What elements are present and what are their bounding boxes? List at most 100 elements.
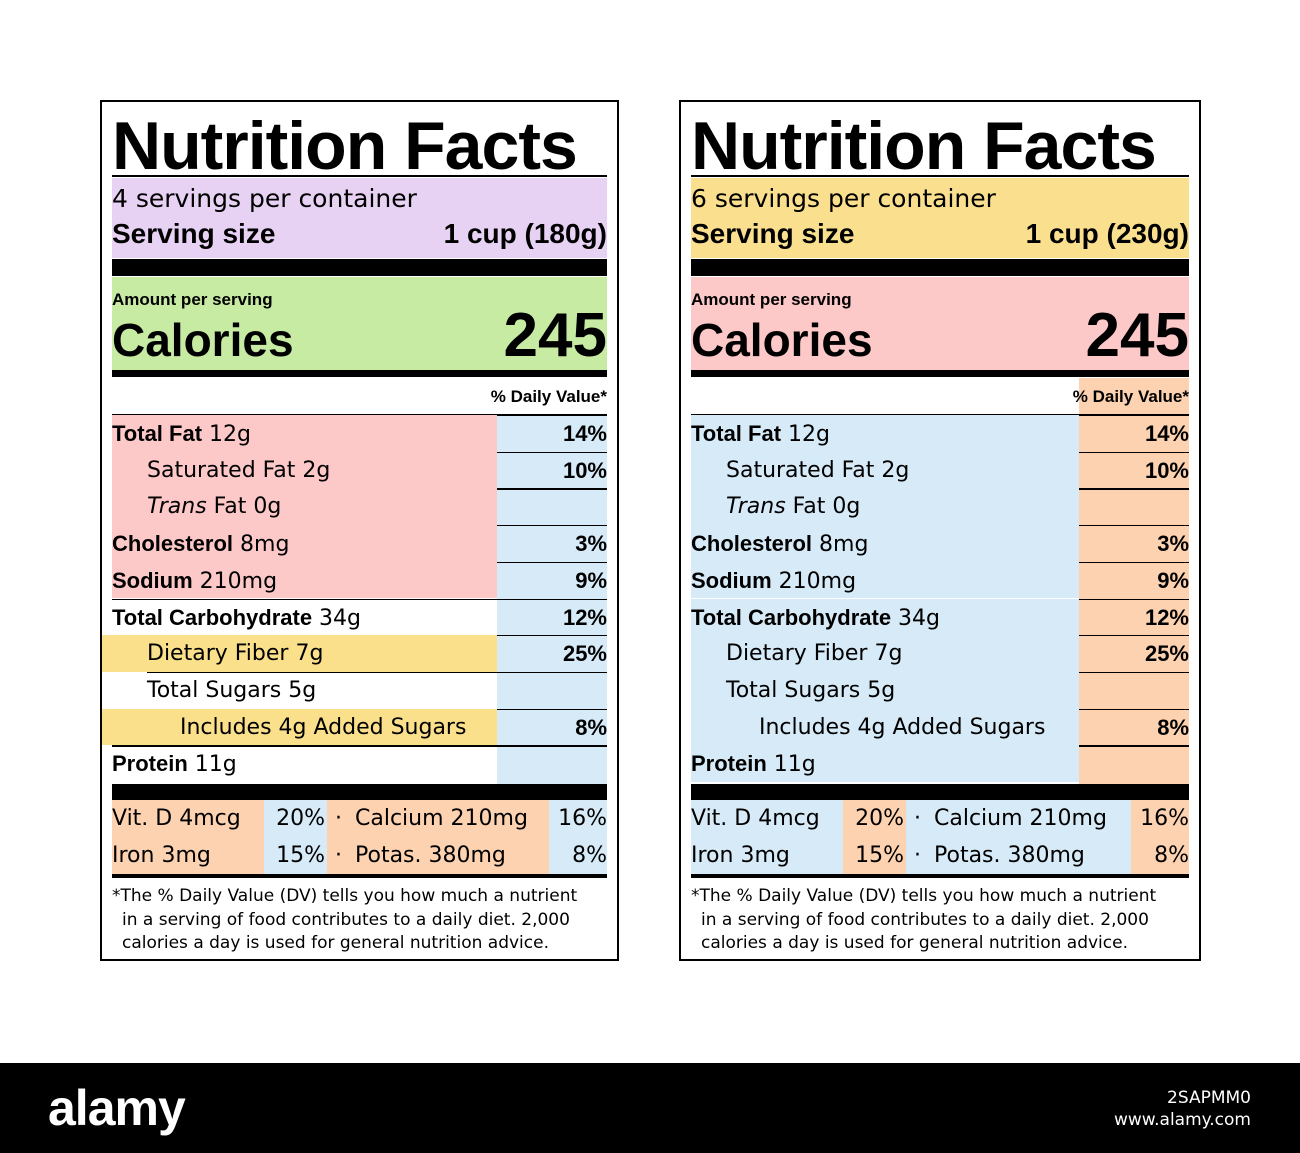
nutrient-name: Total Carbohydrate — [112, 604, 313, 630]
vitamin-name2-cell: · Calcium 210mg — [906, 800, 1131, 837]
serving-size-label: Serving size — [112, 218, 276, 249]
daily-value-header: % Daily Value* — [1072, 387, 1189, 406]
nutrient-band — [112, 451, 497, 489]
nutrient-amount: Total Sugars 5g — [726, 677, 896, 703]
nutrition-facts-title: Nutrition Facts — [691, 108, 1157, 184]
nutrient-amount: 210mg — [192, 568, 278, 594]
vitamin-pct: 15% — [855, 843, 904, 868]
nutrient-amount: 12g — [202, 422, 251, 447]
nutrient-amount: Dietary Fiber 7g — [726, 641, 903, 667]
nutrient-band — [691, 525, 1079, 562]
row-rule — [112, 598, 607, 600]
nutrient-band — [691, 635, 1079, 672]
servings-per-container: 6 servings per container — [691, 184, 996, 213]
daily-value-column — [1079, 378, 1189, 784]
vitamin-name-cell: Vit. D 4mcg — [112, 800, 264, 837]
nutrient-row: Sodium 210mg — [691, 568, 856, 595]
nutrient-daily-value: 3% — [1157, 531, 1189, 557]
nutrient-amount: 11g — [187, 752, 237, 778]
nutrient-band — [691, 708, 1079, 746]
nutrient-daily-value: 3% — [575, 531, 607, 557]
nutrient-name: Total Fat — [112, 421, 203, 446]
nutrient-amount: Includes 4g Added Sugars — [759, 714, 1046, 740]
nutrient-daily-value: 25% — [562, 641, 607, 667]
nutrient-amount: 34g — [312, 605, 362, 631]
nutrient-row: Trans Fat 0g — [147, 494, 281, 520]
nutrient-daily-value: 8% — [575, 714, 607, 740]
nutrient-amount: Fat 0g — [785, 494, 861, 520]
separator-dot: · — [914, 843, 921, 868]
nutrient-band — [691, 561, 1079, 599]
title-rule — [112, 175, 607, 177]
vitamin-name: Iron 3mg — [112, 843, 211, 868]
servings-per-container: 4 servings per container — [112, 184, 417, 213]
vitamin-pct: 20% — [855, 806, 904, 831]
nutrient-amount: Fat 0g — [206, 494, 282, 520]
alamy-logo: alamy — [48, 1080, 186, 1136]
nutrient-row: Cholesterol 8mg — [112, 531, 289, 558]
nutrient-band — [691, 451, 1079, 489]
vitamin-pct: 8% — [1154, 843, 1189, 868]
vitamin-pct-cell: 20% — [264, 800, 327, 837]
vitamin-pct: 15% — [276, 843, 325, 868]
nutrient-daily-value: 9% — [1157, 567, 1189, 593]
amount-per-serving: Amount per serving — [691, 290, 852, 309]
nutrient-row: Total Carbohydrate 34g — [112, 605, 361, 632]
nutrient-row: Total Sugars 5g — [726, 678, 895, 704]
nutrient-daily-value: 8% — [1157, 714, 1189, 740]
nutrient-daily-value: 10% — [1144, 457, 1189, 483]
footnote-line: *The % Daily Value (DV) tells you how mu… — [112, 886, 578, 906]
medium-divider — [112, 370, 607, 377]
nutrient-band — [112, 561, 497, 599]
vitamin-name2-cell: · Potas. 380mg — [327, 837, 549, 874]
daily-value-header: % Daily Value* — [490, 387, 607, 406]
nutrient-amount: 34g — [891, 605, 941, 631]
calories-label: Calories — [112, 314, 294, 366]
nutrition-label: Nutrition Facts 6 servings per container S… — [679, 100, 1201, 961]
footnote-line: in a serving of food contributes to a da… — [701, 909, 1149, 930]
nutrient-amount: Saturated Fat 2g — [726, 457, 910, 483]
thick-divider — [691, 259, 1189, 276]
vitamin-name2-cell: · Potas. 380mg — [906, 837, 1131, 874]
calories-value: 245 — [1085, 301, 1189, 370]
vitamin-name: Potas. 380mg — [355, 843, 506, 868]
nutrient-amount: 210mg — [771, 568, 857, 594]
vitamin-pct-cell: 15% — [264, 837, 327, 874]
nutrient-row: Includes 4g Added Sugars — [759, 715, 1045, 741]
nutrient-row: Total Fat 12g — [112, 421, 251, 448]
vitamin-pct: 8% — [572, 843, 607, 868]
nutrient-band — [691, 745, 1079, 782]
vitamin-pct: 16% — [558, 806, 607, 831]
nutrient-daily-value: 12% — [1144, 604, 1189, 630]
row-rule — [147, 671, 607, 674]
nutrient-row: Includes 4g Added Sugars — [180, 715, 466, 741]
nutrient-name: Sodium — [691, 567, 772, 593]
amount-per-serving: Amount per serving — [112, 290, 273, 309]
vitamin-name: Calcium 210mg — [355, 806, 528, 831]
nutrient-row: Trans Fat 0g — [726, 494, 860, 520]
nutrient-daily-value: 14% — [1144, 421, 1189, 446]
nutrient-band — [691, 488, 1079, 526]
nutrient-amount: 8mg — [233, 532, 290, 558]
vitamin-name-cell: Iron 3mg — [112, 837, 264, 874]
bottom-rule — [112, 874, 607, 878]
nutrient-row: Saturated Fat 2g — [726, 458, 909, 484]
serving-band: 6 servings per container Serving size 1 cu… — [691, 178, 1189, 258]
nutrient-band — [112, 525, 497, 562]
serving-size-label: Serving size — [691, 218, 855, 249]
medium-divider — [691, 370, 1189, 377]
vitamin-pct-cell: 16% — [1131, 800, 1189, 837]
nutrient-row: Protein 11g — [112, 751, 237, 778]
nutrient-name: Total Carbohydrate — [691, 604, 892, 630]
nutrient-amount: 12g — [781, 422, 830, 447]
header-rule — [691, 414, 1189, 416]
nutrient-name: Protein — [112, 751, 188, 777]
nutrient-row: Dietary Fiber 7g — [147, 641, 323, 667]
separator-dot: · — [335, 806, 342, 831]
nutrient-daily-value: 10% — [562, 457, 607, 483]
vitamin-name2-cell: · Calcium 210mg — [327, 800, 549, 837]
thick-divider — [112, 259, 607, 276]
calories-band: Amount per serving Calories 245 — [691, 277, 1189, 370]
nutrient-row: Saturated Fat 2g — [147, 458, 330, 484]
nutrient-row: Total Fat 12g — [691, 421, 830, 448]
